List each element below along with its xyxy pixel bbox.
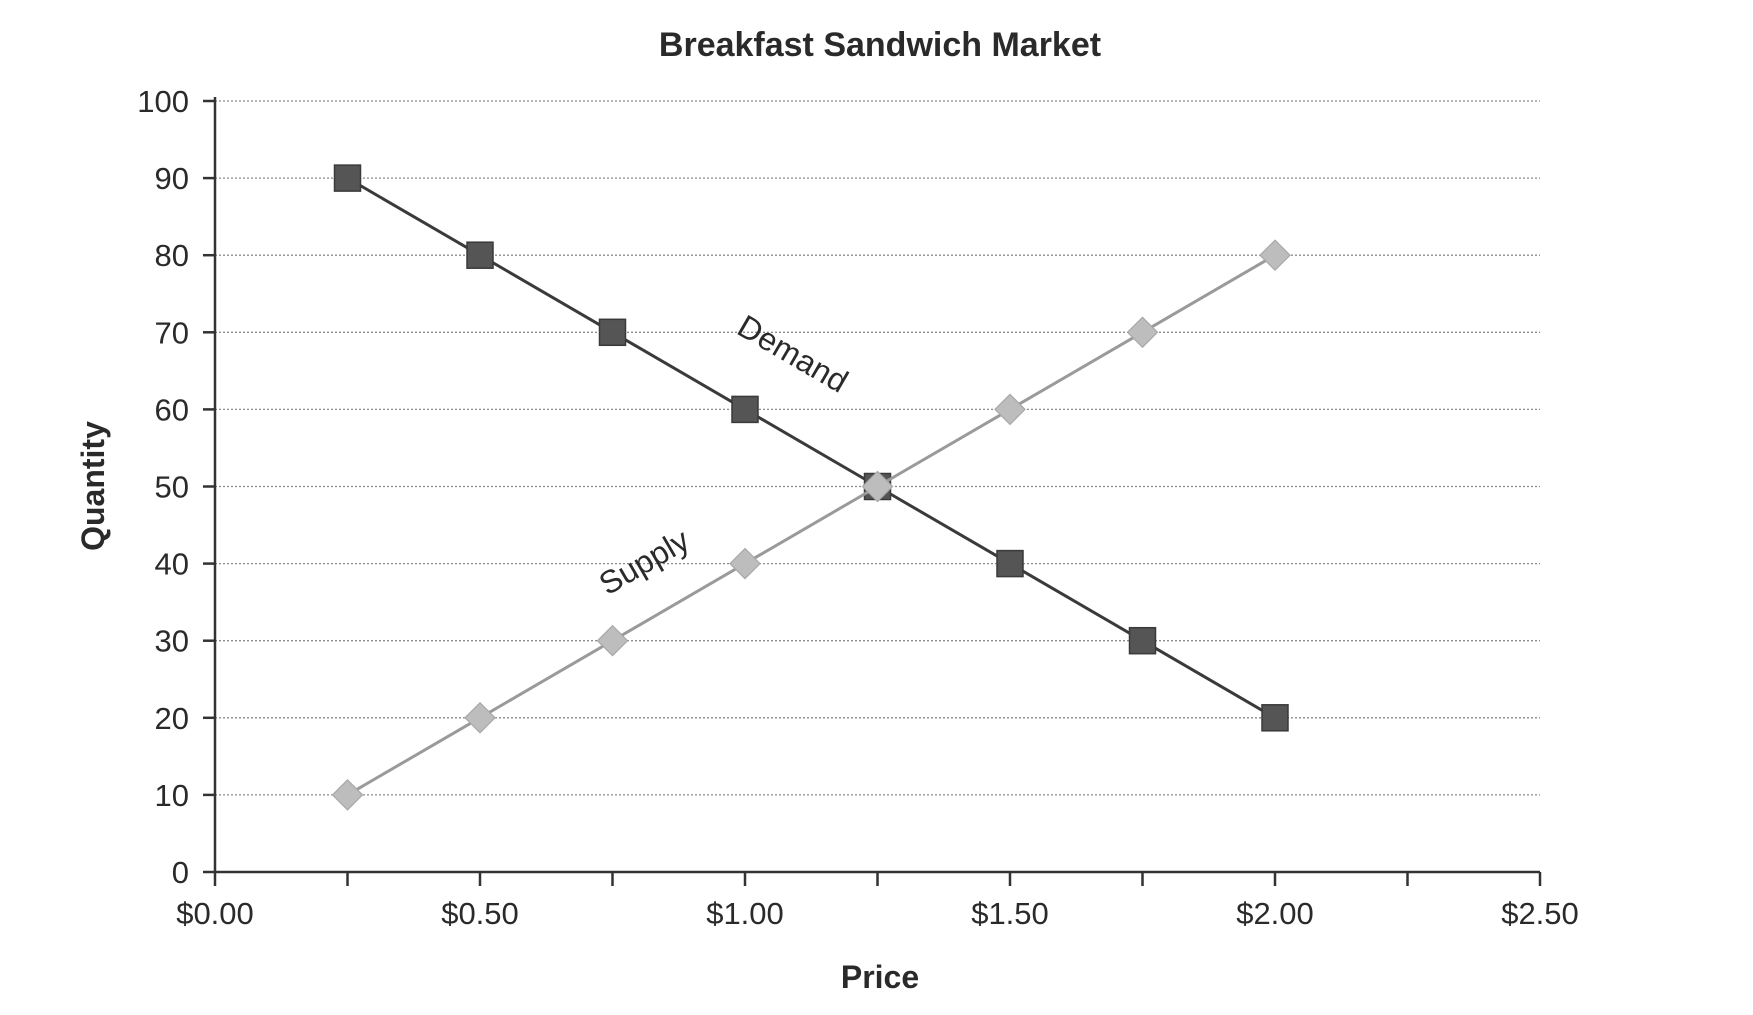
gridlines — [215, 100, 1540, 796]
chart-title: Breakfast Sandwich Market — [659, 26, 1101, 64]
supply-point — [861, 470, 894, 503]
supply-point — [994, 393, 1026, 426]
supply-label: Supply — [593, 522, 696, 602]
supply-point — [1126, 316, 1159, 349]
axes: 0 10 20 30 40 50 60 70 80 90 100 $0.00 $0.50 $1.00 $1.… — [137, 84, 1579, 931]
y-tick-label: 0 — [172, 855, 189, 890]
x-tick-label: $0.50 — [441, 896, 519, 931]
y-tick-label: 10 — [155, 778, 189, 813]
y-tick-label: 90 — [155, 161, 189, 196]
y-tick-label: 50 — [155, 470, 189, 505]
y-tick-label: 20 — [155, 701, 189, 736]
demand-label: Demand — [732, 308, 855, 400]
x-tick-label: $0.00 — [176, 896, 254, 931]
supply-point — [331, 779, 364, 811]
supply-point — [1259, 239, 1291, 272]
y-tick-label: 30 — [155, 624, 189, 659]
x-tick-label: $2.50 — [1501, 896, 1579, 931]
demand-point — [1128, 626, 1157, 655]
demand-point — [598, 318, 627, 347]
demand-series: Demand — [333, 164, 1289, 732]
supply-series: Supply — [331, 239, 1291, 811]
supply-line — [346, 253, 1276, 797]
y-tick-label: 60 — [155, 392, 189, 427]
x-axis-title: Price — [841, 959, 919, 995]
demand-point — [731, 395, 759, 424]
supply-point — [464, 701, 496, 734]
demand-point — [333, 164, 362, 192]
demand-point — [1261, 704, 1289, 732]
y-tick-label: 80 — [155, 238, 189, 273]
y-tick-label: 40 — [155, 547, 189, 582]
x-tick-label: $2.00 — [1236, 896, 1314, 931]
x-tick-label: $1.00 — [706, 896, 784, 931]
y-tick-label: 70 — [155, 315, 189, 350]
supply-point — [596, 624, 629, 657]
supply-point — [729, 547, 761, 580]
y-axis-title: Quantity — [75, 421, 111, 551]
demand-point — [996, 549, 1024, 578]
demand-point — [466, 241, 494, 269]
x-tick-label: $1.50 — [971, 896, 1049, 931]
series-layer: Demand Supply — [331, 164, 1291, 811]
y-tick-label: 100 — [137, 84, 189, 119]
demand-line — [346, 176, 1276, 720]
